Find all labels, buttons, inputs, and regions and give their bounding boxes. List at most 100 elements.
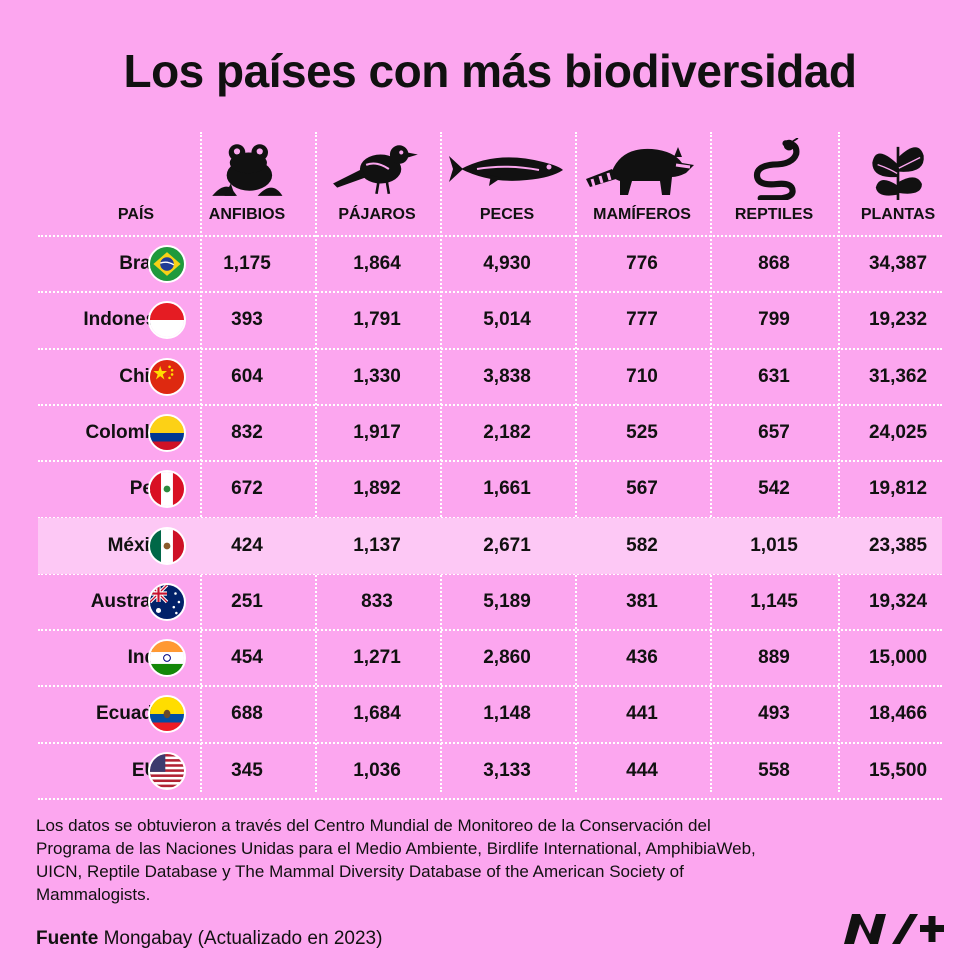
value-cell: 604 — [231, 365, 263, 387]
row-divider — [38, 572, 942, 575]
value-cell: 441 — [626, 703, 658, 725]
value-cell: 542 — [758, 478, 790, 500]
value-cell: 5,014 — [483, 309, 531, 331]
value-cell: 393 — [231, 309, 263, 331]
row-divider — [38, 403, 942, 406]
value-cell: 776 — [626, 253, 658, 274]
usa-flag-icon — [148, 751, 186, 790]
value-cell: 1,271 — [353, 647, 401, 669]
value-cell: 251 — [231, 590, 263, 612]
source-label: Fuente — [36, 928, 99, 949]
value-cell: 1,864 — [353, 253, 401, 274]
row-divider — [38, 629, 942, 632]
value-cell: 1,661 — [483, 478, 531, 500]
value-cell: 2,182 — [483, 421, 531, 443]
value-cell: 493 — [758, 703, 790, 725]
value-cell: 31,362 — [868, 365, 928, 387]
value-cell: 15,000 — [868, 647, 928, 669]
value-cell: 1,330 — [353, 365, 401, 387]
column-header: PLANTAS — [860, 206, 936, 223]
value-cell: 4,930 — [483, 253, 531, 274]
value-cell: 381 — [626, 590, 658, 612]
value-cell: 436 — [626, 647, 658, 669]
value-cell: 525 — [626, 421, 658, 443]
value-cell: 3,838 — [483, 365, 531, 387]
value-cell: 15,500 — [868, 759, 928, 781]
value-cell: 345 — [231, 759, 263, 781]
value-cell: 424 — [231, 534, 263, 556]
row-divider — [38, 460, 942, 463]
table-row: Brasil 1,175 1,864 4,930 776 868 34,387 — [38, 236, 942, 292]
bird-icon — [317, 138, 437, 200]
value-cell: 582 — [626, 534, 658, 556]
table-row: Ecuador 688 1,684 1,148 441 493 18,466 — [38, 686, 942, 742]
value-cell: 19,232 — [868, 309, 928, 331]
table-row: Colombia 832 1,917 2,182 525 657 24,025 — [38, 405, 942, 461]
value-cell: 1,137 — [353, 534, 401, 556]
australia-flag-icon — [148, 582, 186, 621]
table-row: Australia 251 833 5,189 381 1,145 19,324 — [38, 574, 942, 630]
row-divider — [38, 798, 942, 800]
column-header: MAMÍFEROS — [593, 206, 691, 223]
column-header: ANFIBIOS — [208, 206, 286, 223]
value-cell: 19,324 — [868, 590, 928, 612]
value-cell: 777 — [626, 309, 658, 331]
value-cell: 657 — [758, 421, 790, 443]
row-divider — [38, 235, 942, 237]
mexico-flag-icon — [148, 526, 186, 565]
value-cell: 558 — [758, 759, 790, 781]
value-cell: 631 — [758, 365, 790, 387]
value-cell: 34,387 — [868, 253, 928, 274]
value-cell: 454 — [231, 647, 263, 669]
value-cell: 832 — [231, 421, 263, 443]
column-header: PÁJAROS — [338, 206, 416, 223]
source-text: Mongabay (Actualizado en 2023) — [103, 928, 383, 949]
table-row: India 454 1,271 2,860 436 889 15,000 — [38, 630, 942, 686]
fish-icon — [447, 138, 567, 200]
plant-icon — [838, 138, 958, 200]
n-plus-logo — [844, 914, 944, 944]
column-header: REPTILES — [734, 206, 814, 223]
value-cell: 23,385 — [868, 534, 928, 556]
value-cell: 672 — [231, 478, 263, 500]
snake-icon — [714, 138, 834, 200]
value-cell: 1,015 — [750, 534, 798, 556]
brazil-flag-icon — [148, 245, 186, 283]
biodiversity-table: PAÍS ANFIBIOS PÁJAROS PECES MAMÍFEROS REPTILE… — [38, 132, 958, 800]
peru-flag-icon — [148, 470, 186, 509]
value-cell: 5,189 — [483, 590, 531, 612]
raccoon-icon — [582, 138, 702, 200]
footnote: Los datos se obtuvieron a través del Cen… — [36, 816, 756, 904]
value-cell: 868 — [758, 253, 790, 274]
value-cell: 1,791 — [353, 309, 401, 331]
source-line: Fuente Mongabay (Actualizado en 2023) — [36, 928, 382, 950]
chart-title: Los países con más biodiversidad — [123, 45, 857, 97]
value-cell: 18,466 — [868, 703, 928, 725]
row-divider — [38, 685, 942, 688]
table-row: México 424 1,137 2,671 582 1,015 23,385 — [38, 517, 942, 574]
value-cell: 1,917 — [353, 421, 401, 443]
row-divider — [38, 347, 942, 350]
row-divider — [38, 291, 942, 294]
value-cell: 688 — [231, 703, 263, 725]
value-cell: 1,036 — [353, 759, 401, 781]
row-divider — [38, 741, 942, 744]
value-cell: 1,175 — [223, 253, 271, 274]
value-cell: 799 — [758, 309, 790, 331]
value-cell: 1,684 — [353, 703, 401, 725]
column-header: PECES — [479, 206, 535, 223]
indonesia-flag-icon — [148, 301, 186, 340]
column-header: PAÍS — [117, 206, 155, 223]
china-flag-icon — [148, 357, 186, 396]
value-cell: 710 — [626, 365, 658, 387]
table-row: Indonesia 393 1,791 5,014 777 799 19,232 — [38, 292, 942, 348]
value-cell: 1,148 — [483, 703, 531, 725]
value-cell: 444 — [626, 759, 658, 781]
table-row: China 604 1,330 3,838 710 631 31,362 — [38, 349, 942, 405]
value-cell: 3,133 — [483, 759, 531, 781]
ecuador-flag-icon — [148, 695, 186, 734]
value-cell: 2,860 — [483, 647, 531, 669]
value-cell: 2,671 — [483, 534, 531, 556]
